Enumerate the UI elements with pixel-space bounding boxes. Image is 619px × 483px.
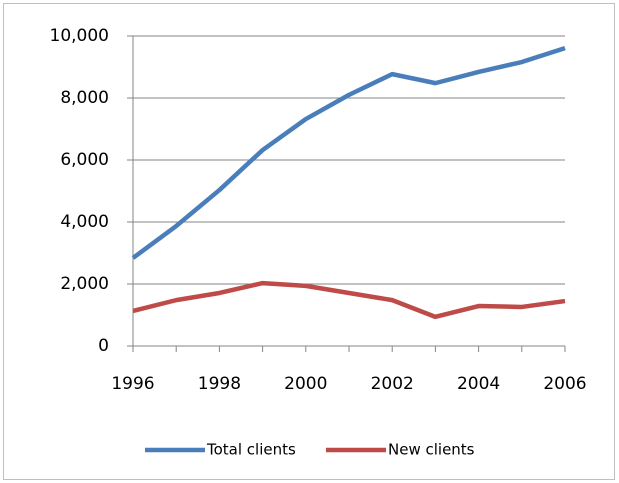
chart-border <box>3 3 615 480</box>
series-line <box>132 280 566 320</box>
x-tick-label: 2004 <box>457 374 500 394</box>
y-tick-label: 6,000 <box>60 150 109 170</box>
legend-label: New clients <box>388 441 475 459</box>
legend-label: Total clients <box>206 441 296 459</box>
x-tick-label: 1996 <box>111 374 154 394</box>
x-tick-label: 2002 <box>371 374 414 394</box>
y-tick-label: 0 <box>98 336 109 356</box>
y-tick-label: 4,000 <box>60 212 109 232</box>
x-tick-label: 2006 <box>543 374 586 394</box>
x-tick-label: 1998 <box>198 374 241 394</box>
series-line <box>131 45 566 260</box>
x-tick-label: 2000 <box>284 374 327 394</box>
y-tick-label: 8,000 <box>60 88 109 108</box>
y-tick-label: 10,000 <box>50 26 109 46</box>
y-tick-label: 2,000 <box>60 274 109 294</box>
